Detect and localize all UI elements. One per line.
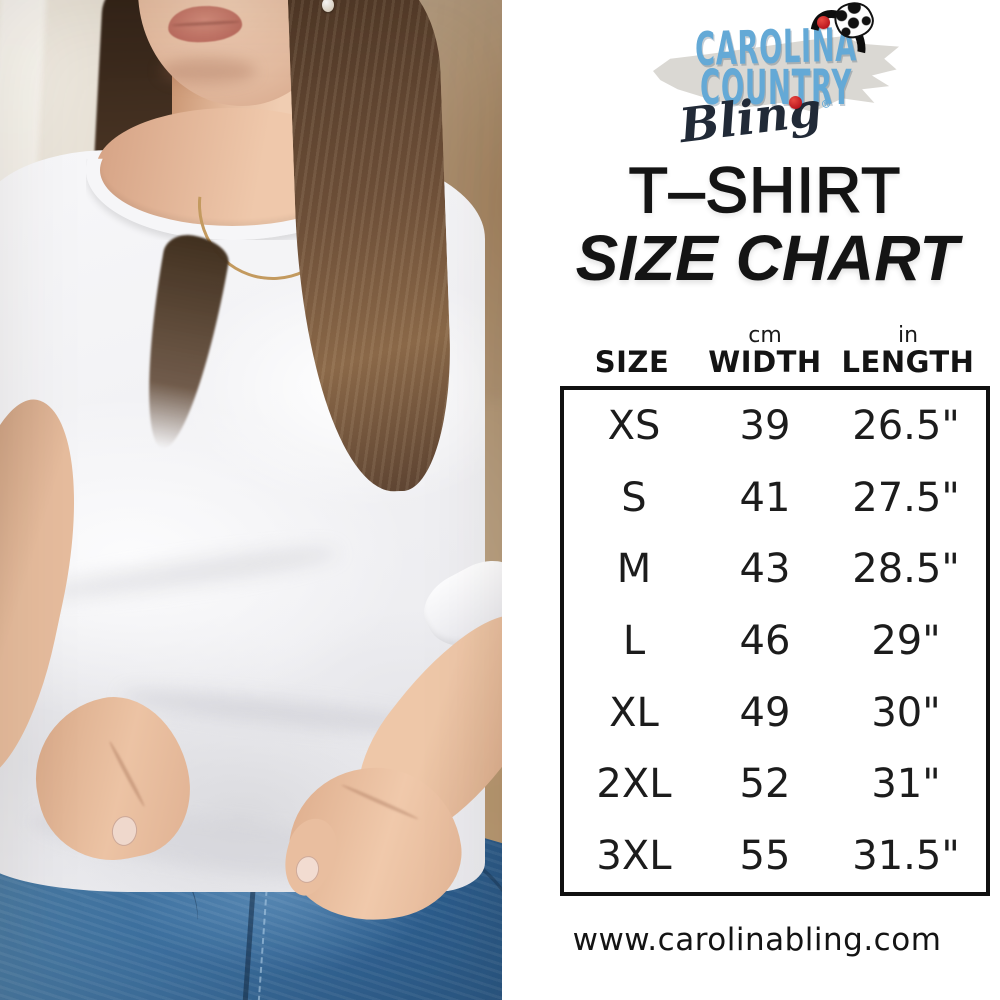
cell-size: 3XL xyxy=(596,833,672,880)
cell-width: 39 xyxy=(739,402,791,449)
photo-vignette xyxy=(0,0,502,1000)
column-label: LENGTH xyxy=(841,345,975,380)
column-label: SIZE xyxy=(594,345,670,380)
cell-width: 41 xyxy=(739,474,791,521)
table-row: 3XL 55 31.5" xyxy=(564,820,986,892)
table-row: M 43 28.5" xyxy=(564,533,986,605)
cell-width: 52 xyxy=(739,761,791,808)
table-row: L 46 29" xyxy=(564,605,986,677)
column-unit: in xyxy=(897,323,919,348)
cell-length: 31.5" xyxy=(852,833,960,880)
cell-width: 46 xyxy=(739,617,791,664)
table-row: XS 39 26.5" xyxy=(564,390,986,462)
size-chart-panel: CAROLINA COUNTRY Bling® T–SHIRT SIZE CHA… xyxy=(502,0,1000,1000)
table-row: 2XL 52 31" xyxy=(564,749,986,821)
cell-size: XL xyxy=(609,689,659,736)
cell-size: L xyxy=(622,617,646,664)
brand-name-line2: COUNTRY xyxy=(700,58,852,116)
cell-length: 31" xyxy=(871,761,941,808)
cell-length: 29" xyxy=(871,617,941,664)
cell-width: 49 xyxy=(739,689,791,736)
table-header: SIZE cm WIDTH in LENGTH xyxy=(560,324,990,379)
cell-width: 55 xyxy=(739,833,791,880)
table-row: S 41 27.5" xyxy=(564,462,986,534)
cell-length: 26.5" xyxy=(852,402,960,449)
brand-name-script: Bling® xyxy=(609,77,903,159)
column-header-length: in LENGTH xyxy=(826,324,990,379)
cell-length: 28.5" xyxy=(852,546,960,593)
column-header-width: cm WIDTH xyxy=(704,324,826,379)
column-label: WIDTH xyxy=(708,345,822,380)
website-url: www.carolinabling.com xyxy=(572,921,942,958)
column-unit: cm xyxy=(748,323,782,348)
registered-trademark-icon: ® xyxy=(819,97,833,112)
table-row: XL 49 30" xyxy=(564,677,986,749)
pearl-earring xyxy=(322,0,334,12)
model-chin-shadow xyxy=(160,58,256,84)
cell-length: 30" xyxy=(871,689,941,736)
brand-logo: CAROLINA COUNTRY Bling® xyxy=(611,0,941,154)
page-title: T–SHIRT xyxy=(628,154,902,226)
column-header-size: SIZE xyxy=(560,324,704,379)
ladybug-icon xyxy=(789,96,802,109)
page-subtitle: SIZE CHART xyxy=(575,222,959,294)
ladybug-icon xyxy=(817,16,830,29)
cell-size: 2XL xyxy=(596,761,672,808)
cell-size: M xyxy=(616,546,652,593)
cowboy-hat-icon xyxy=(799,0,879,83)
cell-length: 27.5" xyxy=(852,474,960,521)
cell-size: S xyxy=(621,474,647,521)
size-chart-table: SIZE cm WIDTH in LENGTH XS 39 26.5" xyxy=(560,324,990,896)
cell-size: XS xyxy=(607,402,661,449)
table-body: XS 39 26.5" S 41 27.5" M 43 28.5" L 46 xyxy=(560,385,990,896)
model-photo xyxy=(0,0,502,1000)
cell-width: 43 xyxy=(739,546,791,593)
